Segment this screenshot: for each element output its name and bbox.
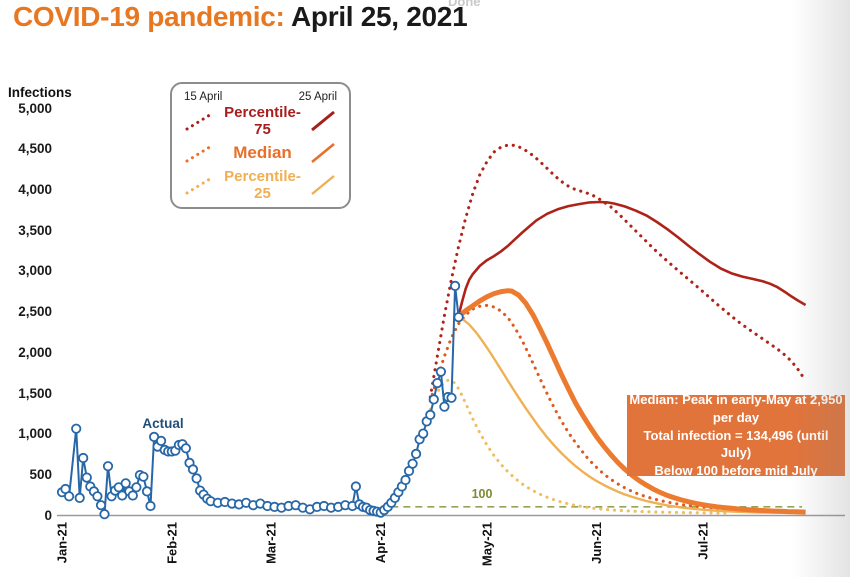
svg-text:5,000: 5,000: [18, 101, 52, 116]
callout-line-3: Total infection = 134,496 (until July): [643, 427, 829, 461]
page-title-prefix: COVID-19 pandemic:: [13, 1, 291, 32]
dotted-line-sample-p75: [185, 111, 215, 131]
chart-legend: 15 April 25 April Percentile-75 Median: [170, 82, 351, 209]
legend-row-percentile25: Percentile-25: [172, 168, 349, 202]
svg-text:0: 0: [44, 508, 52, 523]
solid-line-sample-p75: [311, 110, 335, 132]
svg-text:1,500: 1,500: [18, 386, 52, 401]
svg-text:May-21: May-21: [479, 522, 494, 566]
legend-row-percentile75: Percentile-75: [172, 104, 349, 138]
solid-line-sample-median: [311, 142, 335, 164]
legend-col-25april: 25 April: [298, 91, 337, 103]
svg-text:Apr-21: Apr-21: [373, 522, 388, 563]
page-title: COVID-19 pandemic: April 25, 2021: [13, 1, 468, 33]
callout-line-4: Below 100 before mid July: [654, 463, 818, 479]
median-forecast-callout: Median: Peak in early-May at 2,950 per d…: [627, 392, 845, 478]
legend-label-percentile75: Percentile-75: [224, 104, 301, 138]
series-actual-line: [61, 284, 460, 516]
svg-text:Feb-21: Feb-21: [164, 522, 179, 564]
done-button[interactable]: Done: [448, 0, 481, 9]
series-percentile25-25april: [458, 316, 806, 515]
svg-text:4,500: 4,500: [18, 141, 52, 156]
svg-text:500: 500: [29, 467, 52, 482]
actual-series-label: Actual: [142, 416, 183, 431]
page-title-date: April 25, 2021: [291, 1, 468, 32]
svg-text:Jun-21: Jun-21: [589, 522, 604, 564]
series-actual-markers: [56, 280, 464, 520]
legend-label-percentile25: Percentile-25: [224, 168, 301, 202]
svg-text:1,000: 1,000: [18, 426, 52, 441]
svg-text:2,000: 2,000: [18, 345, 52, 360]
legend-row-median: Median: [172, 137, 349, 169]
y-axis-title: Infections: [8, 85, 72, 100]
solid-line-sample-p25: [311, 175, 335, 195]
y-axis-ticks: 0 500 1,000 1,500 2,000 2,500 3,000 3,50…: [18, 101, 52, 523]
svg-text:3,000: 3,000: [18, 263, 52, 278]
x-axis-ticks: Jan-21 Feb-21 Mar-21 Apr-21 May-21 Jun-21 Jul-…: [55, 522, 711, 566]
svg-text:4,000: 4,000: [18, 182, 52, 197]
dotted-line-sample-p25: [185, 175, 215, 195]
legend-col-15april: 15 April: [184, 91, 223, 103]
svg-text:Mar-21: Mar-21: [263, 522, 278, 564]
legend-header: 15 April 25 April: [172, 84, 349, 105]
threshold-100-label: 100: [472, 487, 493, 501]
svg-text:Jul-21: Jul-21: [695, 522, 710, 560]
series-percentile75-15april: [428, 143, 808, 399]
series-percentile25-15april: [428, 378, 730, 515]
callout-line-1: Median: Peak in early-May at 2,950: [629, 391, 843, 407]
dotted-line-sample-median: [185, 143, 215, 163]
callout-line-2: per day: [712, 409, 760, 425]
svg-text:Jan-21: Jan-21: [55, 522, 70, 563]
legend-label-median: Median: [233, 143, 292, 162]
svg-text:3,500: 3,500: [18, 223, 52, 238]
svg-text:2,500: 2,500: [18, 304, 52, 319]
series-percentile75-25april: [457, 200, 807, 316]
